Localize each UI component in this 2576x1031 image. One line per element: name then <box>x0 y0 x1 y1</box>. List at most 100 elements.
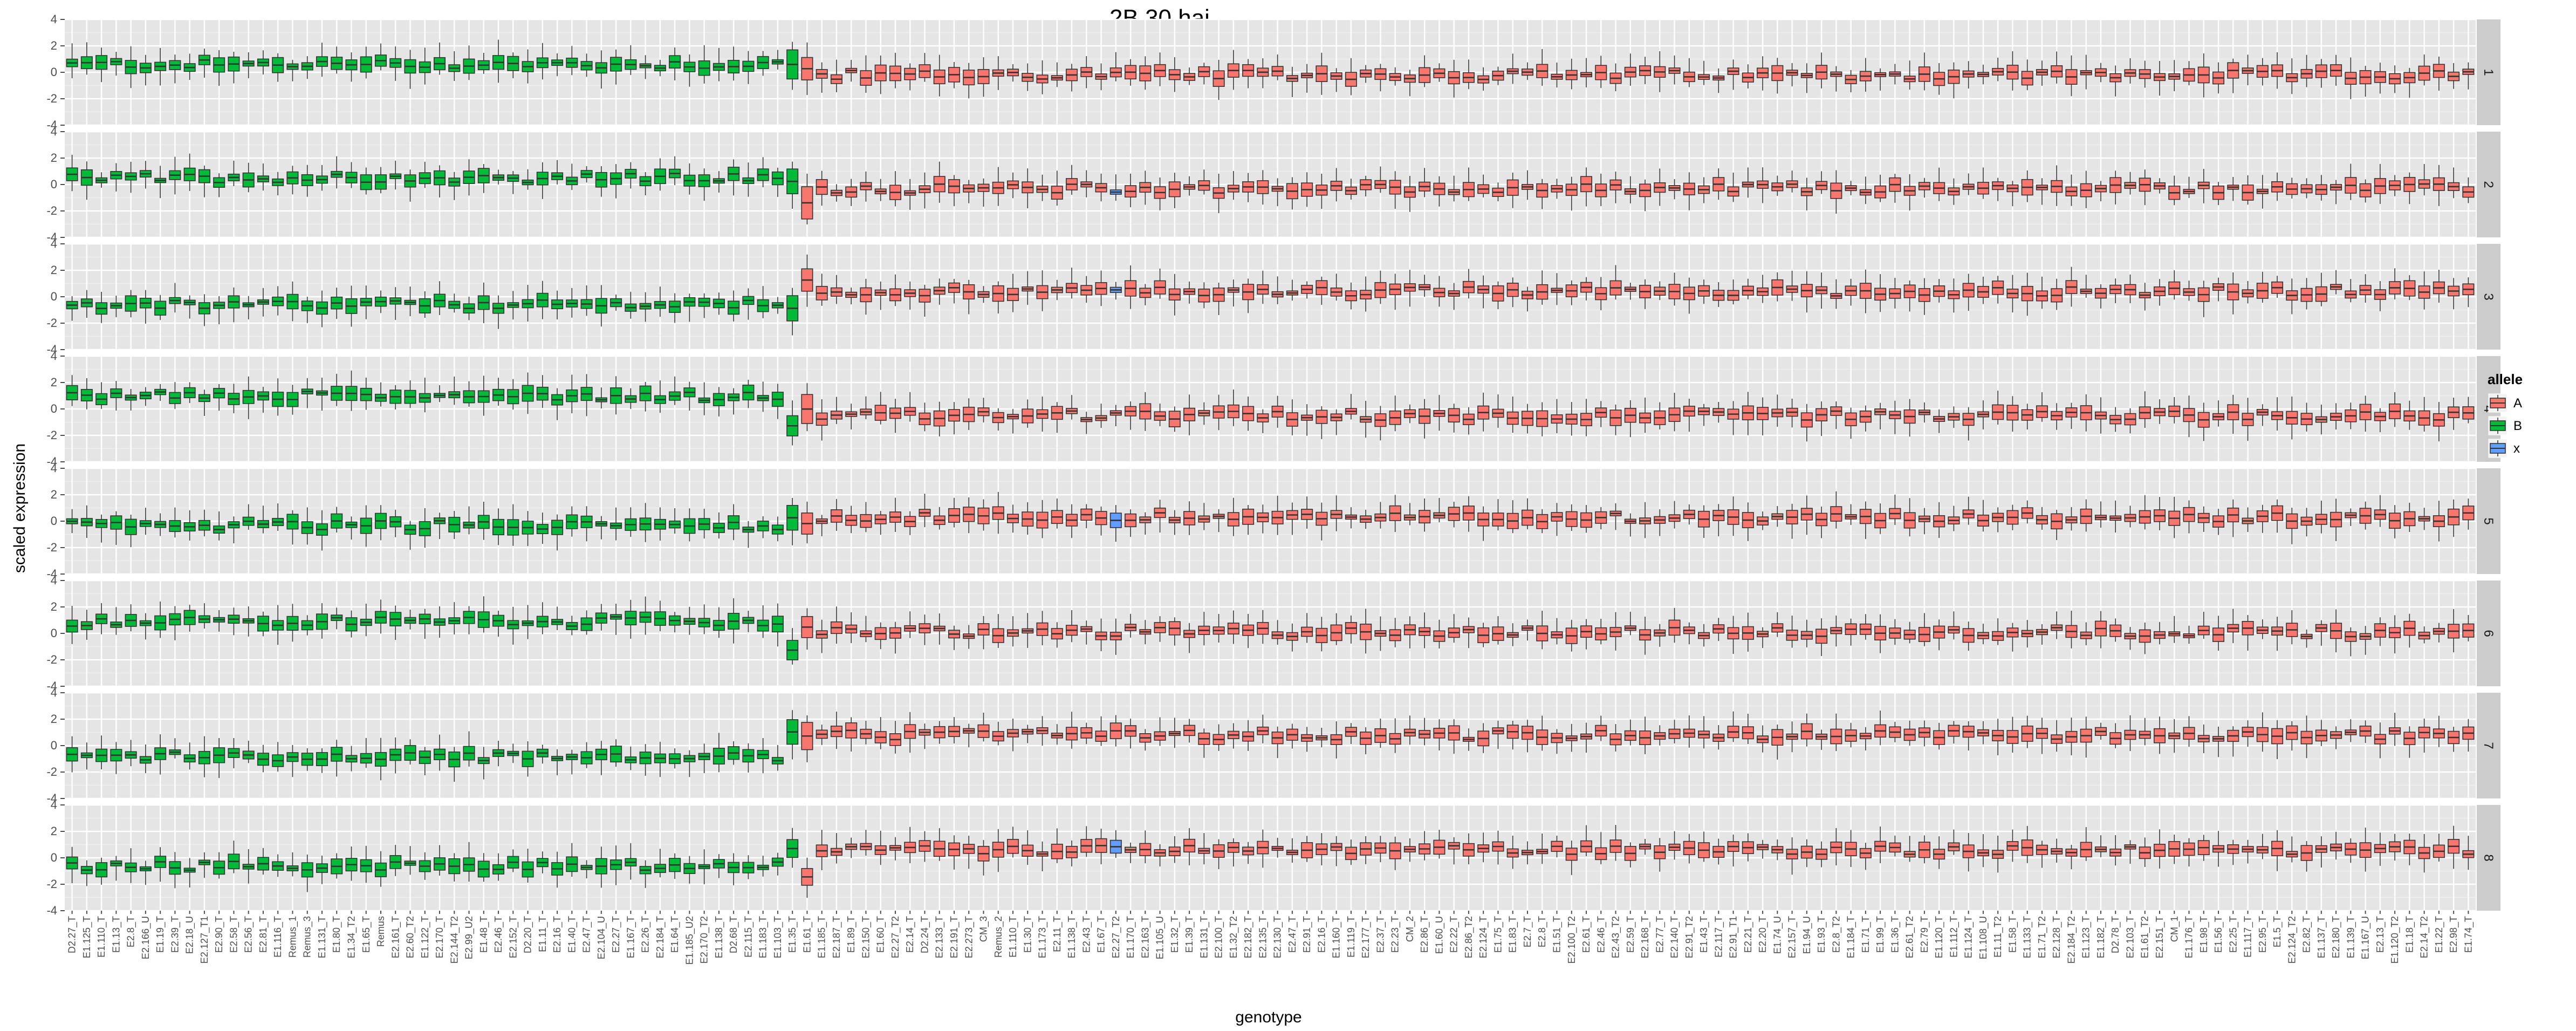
box-E1.35_T <box>786 42 799 90</box>
box-E2.23_T <box>1389 67 1401 86</box>
box-E2.100_T <box>1212 173 1225 214</box>
box-E2.18_U <box>183 153 196 191</box>
box-E1.64_T <box>669 47 681 81</box>
box-E2.177_T <box>1360 175 1372 197</box>
box-E1.110_T <box>95 47 108 83</box>
box-E1.138_T <box>1066 64 1078 92</box>
box-E1.43_T <box>1698 60 1710 85</box>
box-E1.11_T <box>536 43 549 80</box>
box-E2.46_T <box>492 169 505 185</box>
box-E1.61_T <box>801 173 813 224</box>
box-E2.16_T <box>1316 173 1328 209</box>
box-E2.99_U2 <box>463 159 475 196</box>
box-E2.166_U <box>139 54 152 86</box>
box-E1.61_T2 <box>2139 60 2151 88</box>
box-E2.170_T2 <box>698 168 710 201</box>
box-E2.22_T <box>1448 59 1460 98</box>
box-D2.20_T <box>522 169 534 190</box>
box-E1.112_T <box>1948 62 1960 99</box>
y-tick-label: 2 <box>51 263 57 277</box>
box-E1.80_T <box>331 46 343 74</box>
box-E2.61_T2 <box>1903 60 1916 90</box>
box-E2.37_T <box>1374 166 1387 193</box>
box-E2.152_T <box>507 170 519 194</box>
box-E2.81_T <box>257 50 269 75</box>
box-E1.99_T <box>1874 174 1887 202</box>
box-E2.14_T2 <box>2418 54 2430 86</box>
box-E1.94_U <box>1800 63 1813 93</box>
facet-panel-3: -4 -2 0 2 4 3 <box>46 237 2500 356</box>
box-E2.16_T <box>1316 52 1328 95</box>
box-E2.90_T <box>213 50 225 86</box>
box-E1.176_T <box>2183 176 2195 199</box>
box-E1.116_T <box>272 53 284 82</box>
box-E1.137_T <box>2315 175 2327 201</box>
box-E1.71_T2 <box>2036 60 2048 86</box>
box-D2.68_T <box>728 46 740 81</box>
box-E2.104_U <box>595 50 607 89</box>
box-E2.150_T <box>860 55 872 93</box>
box-E1.112_T <box>1948 178 1960 205</box>
box-Remus <box>374 167 387 194</box>
y-tick-label: 4 <box>51 461 57 475</box>
box-Remus_1 <box>286 59 299 81</box>
box-E2.170_T <box>434 42 446 75</box>
box-E2.187_T <box>830 59 842 93</box>
box-D2.78_T <box>2109 65 2122 97</box>
box-E1.5_T <box>2271 172 2284 201</box>
y-tick-label: -2 <box>46 204 57 217</box>
y-tick-label: 2 <box>51 39 57 52</box>
box-E2.100_T <box>1212 59 1225 100</box>
box-E1.110_T <box>1006 172 1019 199</box>
box-E1.122_T <box>419 47 431 85</box>
box-E1.120_T2 <box>2389 65 2401 93</box>
box-E2.61_T <box>1580 167 1593 207</box>
box-E1.58_T <box>2006 51 2019 91</box>
box-E2.43_T <box>1080 170 1093 197</box>
box-D2.68_T <box>728 159 740 196</box>
box-D2.27_T <box>66 154 78 192</box>
box-E1.167_U <box>2359 179 2372 203</box>
box-CM_3 <box>977 178 990 207</box>
y-tick-label: 0 <box>51 290 57 303</box>
box-E1.48_T <box>477 52 490 74</box>
box-E2.43_T <box>1080 56 1093 88</box>
box-E2.273_T <box>963 63 975 99</box>
box-E2.103_T <box>2124 172 2136 195</box>
box-E2.39_T <box>169 54 181 84</box>
box-E2.13_T <box>2374 63 2386 94</box>
box-E2.27_T2 <box>889 52 901 88</box>
box-E1.36_T <box>1889 64 1901 85</box>
box-E2.91_T2 <box>1683 58 1695 87</box>
box-Remus_3 <box>301 56 313 79</box>
y-tick-label: 2 <box>51 375 57 389</box>
box-E1.51_T <box>1551 179 1563 199</box>
box-E1.32_T <box>1168 173 1181 208</box>
box-E1.123_T <box>2080 170 2092 208</box>
y-tick-label: 0 <box>51 65 57 79</box>
box-E1.74_U <box>1771 58 1784 94</box>
box-E2.77_T <box>1654 168 1666 206</box>
box-E1.110_T <box>1006 64 1019 82</box>
box-E1.65_T <box>360 46 372 79</box>
box-E1.19_T <box>154 166 167 199</box>
box-E1.138_T <box>712 171 725 193</box>
box-E1.119_T <box>1345 58 1357 95</box>
y-tick-label: 2 <box>51 488 57 501</box>
box-E2.184_T <box>654 158 666 191</box>
y-tick-label: -2 <box>46 316 57 330</box>
box-E1.74_T <box>2462 177 2475 203</box>
box-E2.133_T <box>933 161 946 203</box>
box-E2.184_T <box>654 60 666 77</box>
box-E2.27_T2 <box>1109 174 1122 201</box>
box-E1.125_T <box>80 42 93 75</box>
facet-strip <box>2477 132 2500 237</box>
box-E2.8_T <box>1536 179 1549 209</box>
box-CM_1 <box>2168 175 2181 206</box>
y-tick-label: 2 <box>51 151 57 165</box>
box-E2.7_T <box>1521 62 1534 80</box>
box-E2.128_T <box>2051 51 2063 84</box>
y-tick-label: 4 <box>51 12 57 26</box>
box-E1.60_U <box>1433 176 1445 207</box>
